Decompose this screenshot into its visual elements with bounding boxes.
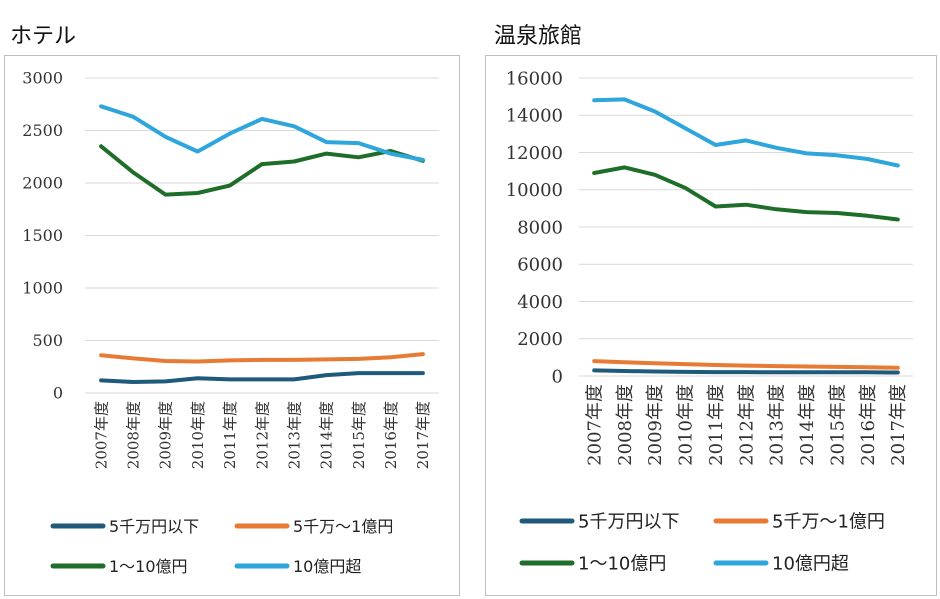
y-tick-label: 3000 — [22, 69, 63, 88]
x-tick-label: 2015年度 — [350, 401, 368, 469]
legend-label: 5千万～1億円 — [293, 517, 393, 536]
x-tick-label: 2014年度 — [797, 384, 818, 466]
onsen-chart-title: 温泉旅館 — [494, 24, 583, 49]
x-tick-label: 2012年度 — [736, 384, 757, 466]
x-tick-label: 2013年度 — [767, 384, 788, 466]
series-line-3 — [592, 165, 900, 222]
series-line-4 — [99, 104, 425, 162]
x-tick-label: 2010年度 — [189, 401, 207, 469]
series-line-2 — [592, 359, 900, 370]
legend-label: 5千万円以下 — [578, 511, 679, 532]
y-tick-label: 6000 — [517, 255, 563, 276]
y-tick-label: 14000 — [506, 106, 563, 127]
y-tick-label: 10000 — [506, 180, 563, 201]
x-tick-label: 2008年度 — [125, 401, 143, 469]
series-line-3 — [99, 144, 425, 197]
x-tick-label: 2007年度 — [584, 384, 605, 466]
x-tick-label: 2016年度 — [382, 401, 400, 469]
y-tick-label: 0 — [552, 366, 563, 387]
x-tick-label: 2009年度 — [645, 384, 666, 466]
legend-label: 5千万～1億円 — [772, 511, 885, 532]
y-tick-label: 500 — [32, 331, 63, 350]
onsen-chart-frame: 0 2000 4000 6000 8000 10000 12000 14000 16000 200… — [485, 55, 937, 596]
y-tick-label: 2000 — [517, 329, 563, 350]
series-line-1 — [99, 371, 425, 384]
legend-label: 5千万円以下 — [109, 517, 199, 536]
x-tick-label: 2013年度 — [285, 401, 303, 469]
series-line-2 — [99, 352, 425, 364]
legend-label: 1～10億円 — [578, 553, 666, 574]
x-tick-label: 2010年度 — [676, 384, 697, 466]
y-tick-label: 12000 — [506, 143, 563, 164]
hotel-chart-title: ホテル — [10, 24, 77, 49]
x-tick-label: 2014年度 — [318, 401, 336, 469]
y-tick-label: 8000 — [517, 217, 563, 238]
x-tick-label: 2007年度 — [92, 401, 110, 469]
series-line-1 — [592, 368, 900, 375]
y-tick-label: 1500 — [22, 226, 63, 245]
onsen-line-chart: 0 2000 4000 6000 8000 10000 12000 14000 16000 200… — [506, 68, 913, 574]
y-tick-label: 1000 — [22, 279, 63, 298]
legend-label: 1～10億円 — [109, 557, 188, 576]
x-tick-label: 2012年度 — [253, 401, 271, 469]
x-tick-label: 2015年度 — [827, 384, 848, 466]
y-tick-label: 2500 — [22, 121, 63, 140]
y-tick-label: 16000 — [506, 68, 563, 89]
x-tick-label: 2017年度 — [414, 401, 432, 469]
hotel-chart-frame: 0 500 1000 1500 2000 2500 3000 2007年度 2008年度 2009… — [4, 55, 460, 596]
x-tick-label: 2016年度 — [858, 384, 879, 466]
y-tick-label: 4000 — [517, 292, 563, 313]
y-tick-label: 2000 — [22, 174, 63, 193]
y-tick-label: 0 — [53, 384, 63, 403]
x-tick-label: 2011年度 — [706, 384, 727, 466]
legend-label: 10億円超 — [772, 553, 849, 574]
x-tick-label: 2009年度 — [157, 401, 175, 469]
legend-label: 10億円超 — [293, 557, 361, 576]
x-tick-label: 2017年度 — [888, 384, 909, 466]
x-tick-label: 2011年度 — [221, 401, 239, 469]
x-tick-label: 2008年度 — [615, 384, 636, 466]
series-line-4 — [592, 97, 900, 168]
hotel-line-chart: 0 500 1000 1500 2000 2500 3000 2007年度 2008年度 2009… — [22, 69, 439, 576]
